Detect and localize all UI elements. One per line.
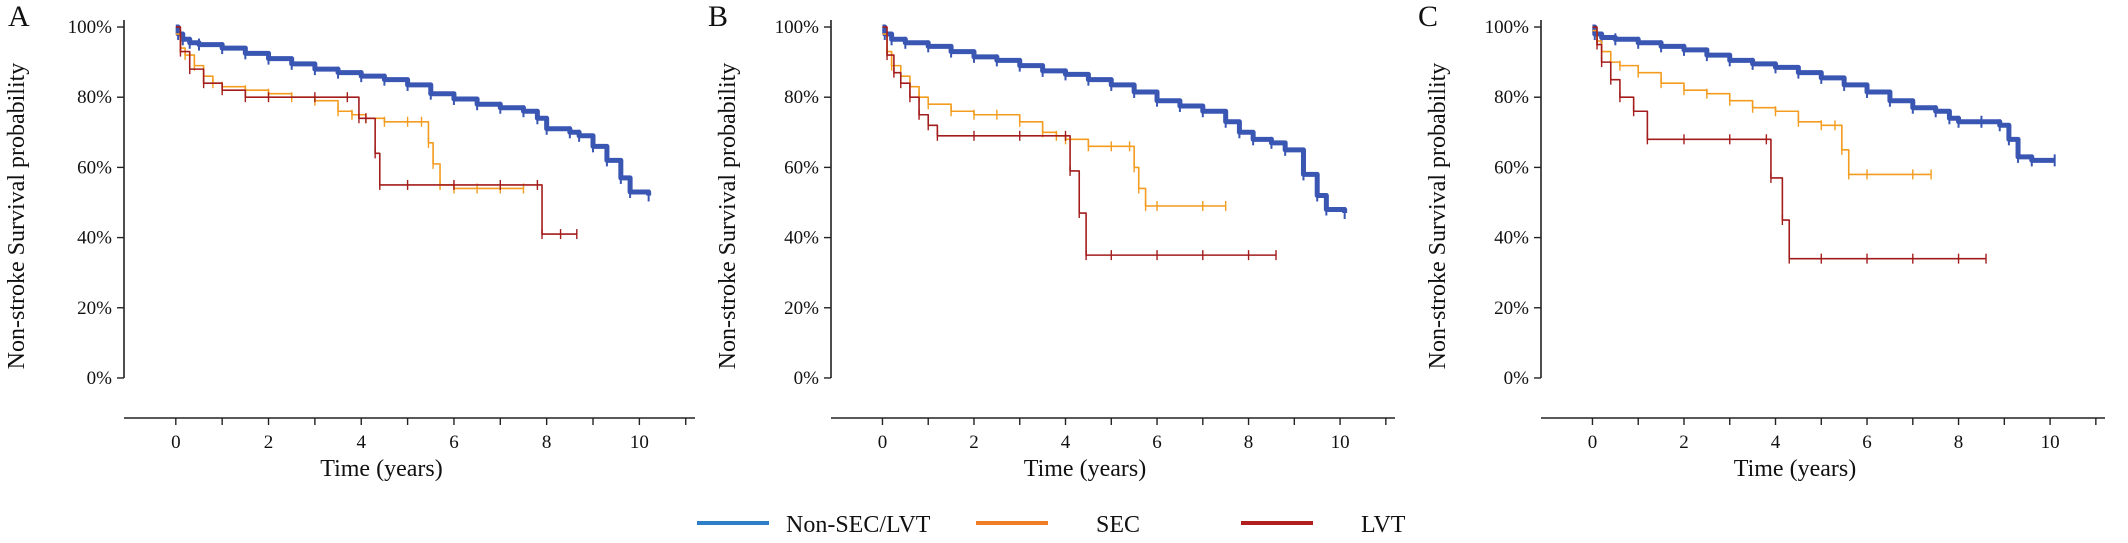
series-lvt <box>1592 26 1987 264</box>
y-tick-label: 20% <box>1494 298 1529 319</box>
series-non-sec-lvt <box>1592 24 2056 167</box>
x-tick-label: 10 <box>630 432 649 453</box>
x-tick-label: 10 <box>2041 432 2060 453</box>
panel-c: C 0% 20% 40% 60% 80% 100% 0 2 4 6 8 10 Time (years) No… <box>1418 0 2105 482</box>
legend-label-sec: SEC <box>1096 512 1140 538</box>
series-sec <box>175 33 525 194</box>
y-tick-label: 0% <box>794 368 820 389</box>
survival-curve <box>1592 29 1932 176</box>
y-tick-label: 20% <box>77 298 112 319</box>
y-tick-label: 0% <box>1504 368 1530 389</box>
panel-label: B <box>708 0 728 33</box>
x-tick-label: 0 <box>878 432 888 453</box>
series-non-sec-lvt <box>882 24 1348 220</box>
panel-label: C <box>1418 0 1438 33</box>
survival-curve <box>175 33 524 190</box>
legend-label-non-sec-lvt: Non-SEC/LVT <box>786 512 931 538</box>
x-tick-label: 2 <box>1679 432 1689 453</box>
series-lvt <box>175 26 578 240</box>
y-tick-label: 40% <box>77 228 112 249</box>
y-tick-label: 60% <box>1494 157 1529 178</box>
y-axis-title: Non-stroke Survival probability <box>715 63 741 370</box>
x-tick-label: 10 <box>1331 432 1350 453</box>
x-tick-label: 4 <box>1771 432 1781 453</box>
y-axis-title: Non-stroke Survival probability <box>1425 63 1451 370</box>
y-tick-label: 80% <box>77 87 112 108</box>
x-tick-label: 0 <box>1588 432 1598 453</box>
y-tick-label: 40% <box>1494 228 1529 249</box>
x-axis-title: Time (years) <box>1734 456 1856 482</box>
y-tick-label: 60% <box>77 157 112 178</box>
legend-label-lvt: LVT <box>1361 512 1406 538</box>
series-non-sec-lvt <box>175 24 652 202</box>
survival-curve <box>882 26 1277 256</box>
survival-curve <box>175 24 652 196</box>
x-tick-label: 6 <box>1152 432 1162 453</box>
y-tick-label: 100% <box>775 17 820 38</box>
x-tick-label: 4 <box>1061 432 1071 453</box>
panel-label: A <box>8 0 30 33</box>
y-tick-label: 0% <box>87 368 113 389</box>
survival-curve <box>1592 26 1987 260</box>
x-tick-label: 0 <box>171 432 181 453</box>
series-sec <box>1592 29 1932 180</box>
x-tick-label: 6 <box>1862 432 1872 453</box>
panel-a: A 0% 20% 40% 60% 80% 100% 0 2 4 6 8 10 Time (years) No… <box>4 0 695 482</box>
x-tick-label: 8 <box>1244 432 1254 453</box>
survival-curve <box>175 26 577 235</box>
y-axis-title: Non-stroke Survival probability <box>4 63 30 370</box>
y-tick-label: 80% <box>784 87 819 108</box>
x-tick-label: 2 <box>264 432 274 453</box>
y-tick-label: 60% <box>784 157 819 178</box>
y-tick-label: 100% <box>68 17 113 38</box>
panel-b: B 0% 20% 40% 60% 80% 100% 0 2 4 6 8 10 Time (years) No… <box>708 0 1395 482</box>
survival-curve <box>882 33 1226 207</box>
legend: Non-SEC/LVT SEC LVT <box>697 512 1406 538</box>
x-tick-label: 8 <box>542 432 552 453</box>
y-tick-label: 40% <box>784 228 819 249</box>
x-tick-label: 6 <box>449 432 459 453</box>
x-tick-label: 2 <box>969 432 979 453</box>
x-tick-label: 4 <box>356 432 366 453</box>
series-lvt <box>882 26 1277 261</box>
series-sec <box>882 33 1227 211</box>
x-axis-title: Time (years) <box>1024 456 1146 482</box>
y-tick-label: 20% <box>784 298 819 319</box>
x-tick-label: 8 <box>1954 432 1964 453</box>
y-tick-label: 100% <box>1485 17 1530 38</box>
x-axis-title: Time (years) <box>320 456 442 482</box>
y-tick-label: 80% <box>1494 87 1529 108</box>
